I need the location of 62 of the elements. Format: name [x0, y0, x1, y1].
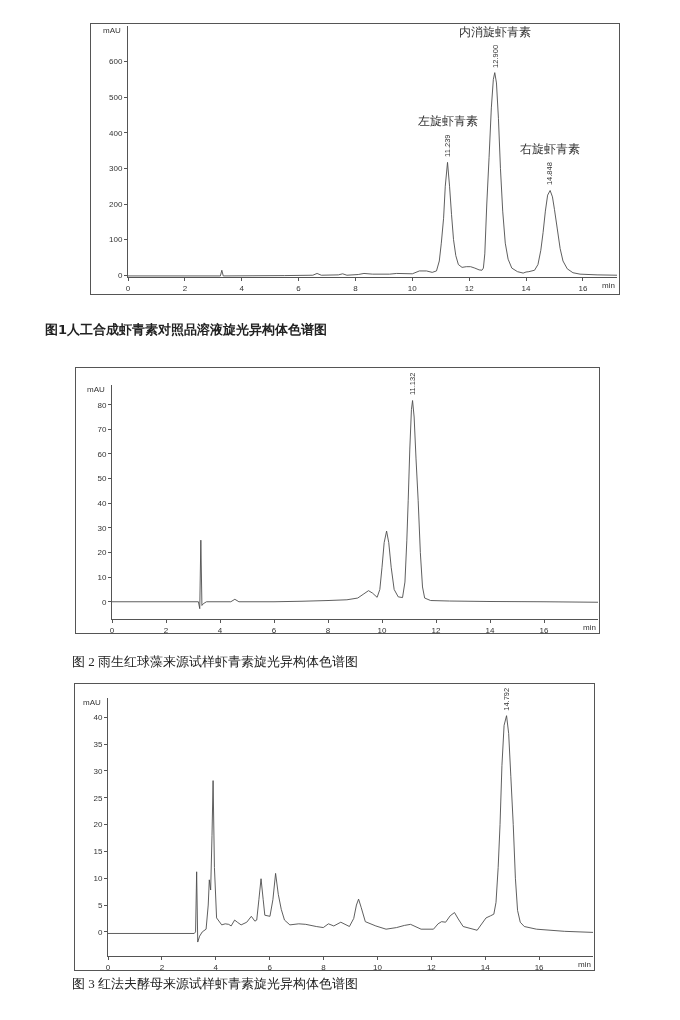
y-tick-label: 10: [97, 572, 107, 582]
x-tick-label: 16: [534, 962, 545, 972]
y-tick-label: 10: [93, 874, 103, 884]
x-tick-label: 10: [372, 962, 383, 972]
y-tick-label: 25: [93, 793, 103, 803]
x-tick-label: 2: [182, 283, 188, 293]
x-tick-label: 0: [125, 283, 131, 293]
annotation: 左旋虾青素: [418, 115, 478, 127]
y-tick-label: 40: [93, 713, 103, 723]
y-tick-label: 100: [109, 235, 123, 245]
x-tick-label: 4: [213, 962, 219, 972]
caption: 图 3 红法夫酵母来源试样虾青素旋光异构体色谱图: [72, 975, 358, 993]
x-tick-label: 8: [325, 625, 331, 635]
y-tick-label: 5: [97, 900, 103, 910]
x-tick-label: 10: [407, 283, 418, 293]
x-tick-label: 6: [267, 962, 273, 972]
x-tick-label: 12: [464, 283, 475, 293]
y-tick-label: 70: [97, 425, 107, 435]
x-tick-label: 10: [377, 625, 387, 635]
x-tick-label: 16: [578, 283, 588, 293]
y-axis-title: mAU: [83, 698, 101, 707]
x-tick-label: 2: [159, 962, 165, 972]
y-tick-label: 0: [117, 271, 123, 281]
x-tick-label: 6: [296, 283, 302, 293]
y-tick-label: 600: [109, 57, 123, 67]
x-axis-title: min: [578, 960, 591, 969]
y-axis-title: mAU: [103, 26, 121, 35]
y-tick-label: 30: [97, 523, 107, 533]
x-tick-label: 2: [163, 625, 169, 635]
y-tick-label: 200: [109, 199, 123, 209]
y-tick-label: 20: [93, 820, 103, 830]
y-tick-label: 35: [93, 739, 103, 749]
y-tick-label: 60: [97, 449, 107, 459]
x-tick-label: 14: [485, 625, 495, 635]
x-tick-label: 14: [480, 962, 491, 972]
x-tick-label: 8: [353, 283, 359, 293]
x-axis-title: min: [602, 281, 615, 290]
x-tick-label: 12: [431, 625, 441, 635]
y-tick-label: 500: [109, 93, 123, 103]
caption: 图1人工合成虾青素对照品溶液旋光异构体色谱图: [45, 321, 328, 339]
y-tick-label: 400: [109, 128, 123, 138]
y-tick-label: 50: [97, 474, 107, 484]
x-tick-label: 4: [217, 625, 223, 635]
caption: 图 2 雨生红球藻来源试样虾青素旋光异构体色谱图: [72, 653, 358, 671]
y-tick-label: 20: [97, 548, 107, 558]
y-tick-label: 300: [109, 164, 123, 174]
y-tick-label: 15: [93, 847, 103, 857]
y-tick-label: 40: [97, 499, 107, 509]
x-tick-label: 14: [521, 283, 532, 293]
x-tick-label: 16: [539, 625, 549, 635]
x-tick-label: 12: [426, 962, 437, 972]
x-tick-label: 8: [321, 962, 327, 972]
annotation: 内消旋虾青素: [459, 26, 531, 38]
x-tick-label: 4: [239, 283, 245, 293]
y-tick-label: 30: [93, 766, 103, 776]
annotation: 右旋虾青素: [520, 143, 580, 155]
y-tick-label: 0: [101, 597, 107, 607]
y-tick-label: 0: [97, 927, 103, 937]
y-axis-title: mAU: [87, 385, 105, 394]
x-axis-title: min: [583, 623, 596, 632]
x-tick-label: 6: [271, 625, 277, 635]
y-tick-label: 80: [97, 400, 107, 410]
